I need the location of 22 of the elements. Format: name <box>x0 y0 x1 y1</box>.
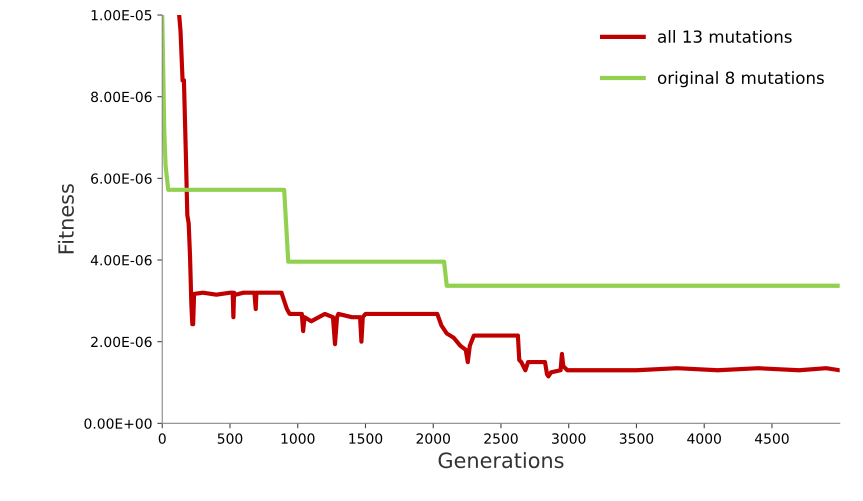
y-tick-label: 0.00E+00 <box>84 418 152 429</box>
line-series <box>177 15 840 378</box>
legend-label: all 13 mutations <box>658 30 792 43</box>
y-tick-label: 1.00E-05 <box>92 10 152 21</box>
x-tick-label: 3000 <box>552 433 586 444</box>
x-tick-label: 1500 <box>349 433 382 444</box>
legend-label: original 8 mutations <box>658 71 824 88</box>
x-tick-label: 4500 <box>754 433 789 444</box>
y-tick-label: 2.00E-06 <box>91 336 152 348</box>
line-series <box>162 15 840 288</box>
y-axis-title: Fitness <box>58 184 74 254</box>
x-tick-label: 0 <box>158 433 166 444</box>
x-tick-label: 4000 <box>687 433 721 444</box>
x-tick-label: 3500 <box>620 433 654 444</box>
x-tick-label: 1000 <box>282 433 314 444</box>
x-tick-label: 2500 <box>484 433 518 444</box>
x-axis-title: Generations <box>438 452 564 468</box>
x-tick-label: 500 <box>218 433 242 444</box>
y-tick-label: 4.00E-06 <box>90 254 152 266</box>
y-tick-label: 8.00E-06 <box>91 92 152 102</box>
x-tick-label: 2000 <box>416 433 450 444</box>
y-tick-label: 6.00E-06 <box>91 173 152 184</box>
